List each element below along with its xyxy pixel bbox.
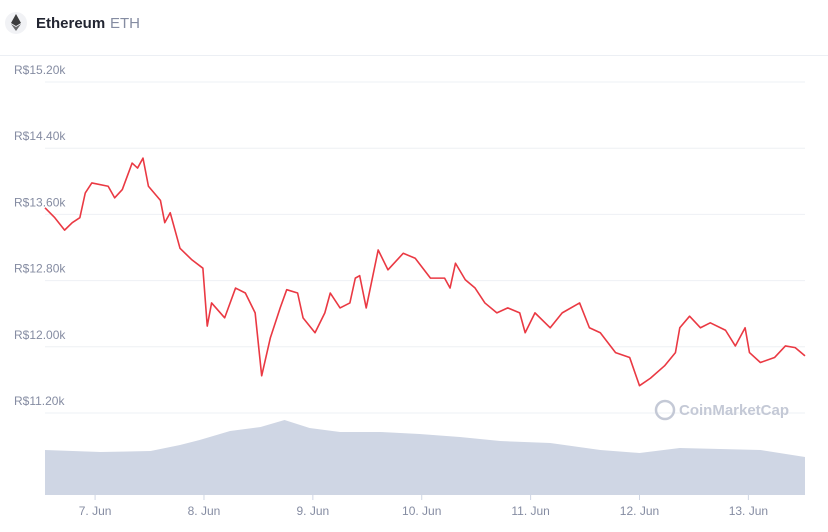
x-tick-label: 7. Jun [79, 504, 112, 518]
x-tick-label: 11. Jun [511, 504, 549, 518]
x-tick-label: 10. Jun [402, 504, 441, 518]
price-line [44, 157, 806, 387]
volume-area [45, 420, 805, 495]
header [0, 0, 828, 55]
eth-logo [5, 12, 27, 34]
y-tick-label: R$11.20k [14, 394, 65, 408]
watermark-group: CoinMarketCap [654, 399, 789, 421]
y-tick-label: R$13.60k [14, 195, 66, 209]
x-tick-label: 8. Jun [188, 504, 221, 518]
chart-subtitle: ETH [110, 15, 140, 32]
y-tick-label: R$12.80k [14, 262, 66, 276]
x-tick-label: 13. Jun [729, 504, 768, 518]
y-tick-label: R$14.40k [14, 129, 66, 143]
y-tick-label: R$15.20k [14, 63, 66, 77]
x-tick-label: 12. Jun [620, 504, 659, 518]
watermark: CoinMarketCap [679, 402, 789, 419]
y-tick-label: R$12.00k [14, 328, 66, 342]
x-tick-label: 9. Jun [296, 504, 329, 518]
chart-title: Ethereum [36, 15, 105, 32]
